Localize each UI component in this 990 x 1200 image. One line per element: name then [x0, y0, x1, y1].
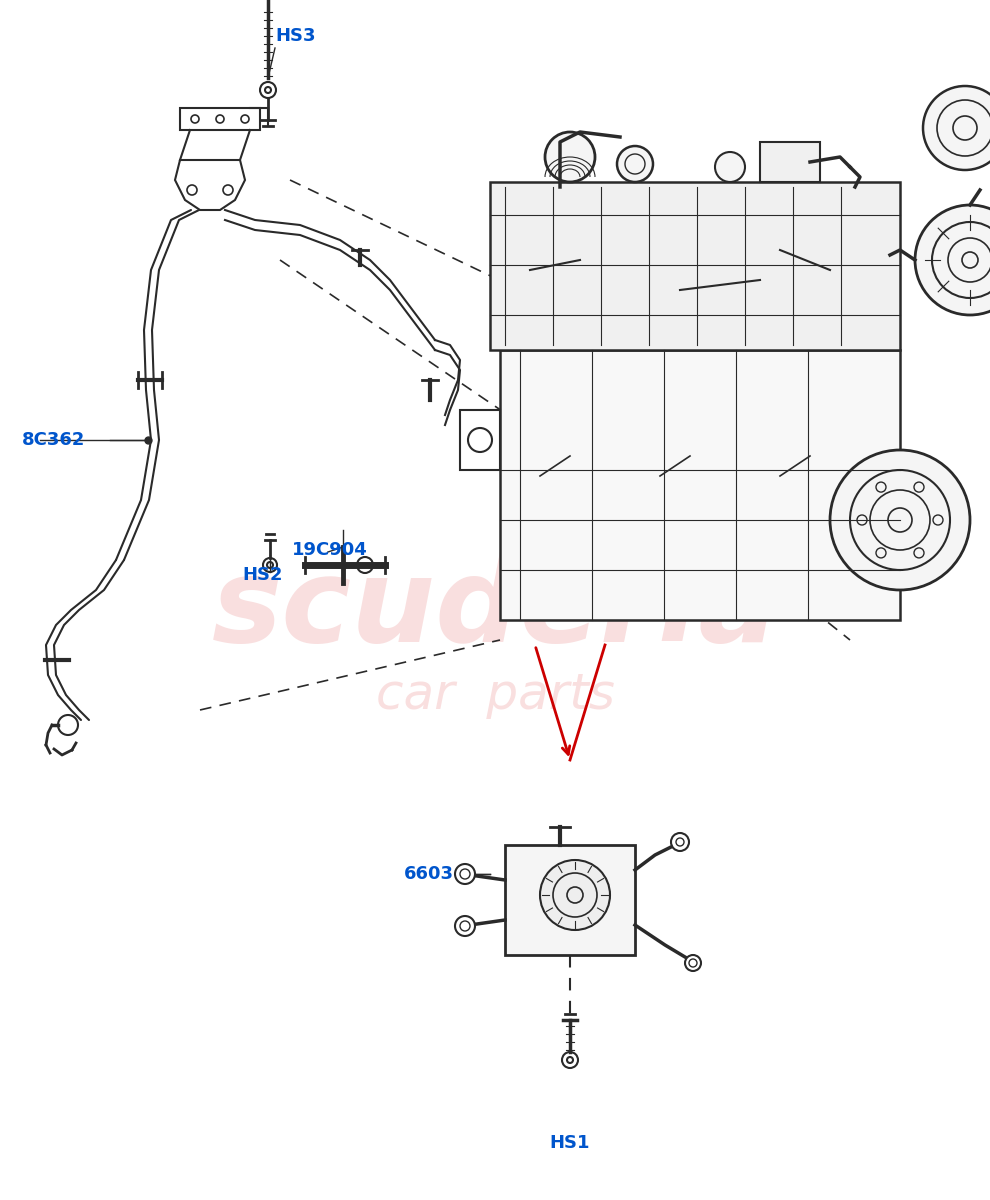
Text: HS1: HS1 [549, 1134, 590, 1152]
Circle shape [715, 152, 745, 182]
Circle shape [545, 132, 595, 182]
Circle shape [685, 955, 701, 971]
Text: scuderia: scuderia [212, 552, 778, 667]
Bar [180, 108, 260, 130]
Text: car  parts: car parts [375, 671, 615, 719]
Bar [490, 182, 900, 350]
Circle shape [830, 450, 970, 590]
Circle shape [617, 146, 653, 182]
Text: 19C904: 19C904 [292, 541, 367, 559]
Text: 6603: 6603 [404, 865, 454, 883]
Bar [505, 845, 635, 955]
Circle shape [455, 864, 475, 884]
Bar [500, 350, 900, 620]
Circle shape [915, 205, 990, 314]
Circle shape [671, 833, 689, 851]
Text: HS3: HS3 [275, 26, 316, 44]
Text: 8C362: 8C362 [22, 431, 85, 449]
Circle shape [455, 916, 475, 936]
Text: HS2: HS2 [242, 566, 282, 584]
Circle shape [540, 860, 610, 930]
Bar [460, 410, 500, 470]
Circle shape [923, 86, 990, 170]
Bar [760, 142, 820, 182]
